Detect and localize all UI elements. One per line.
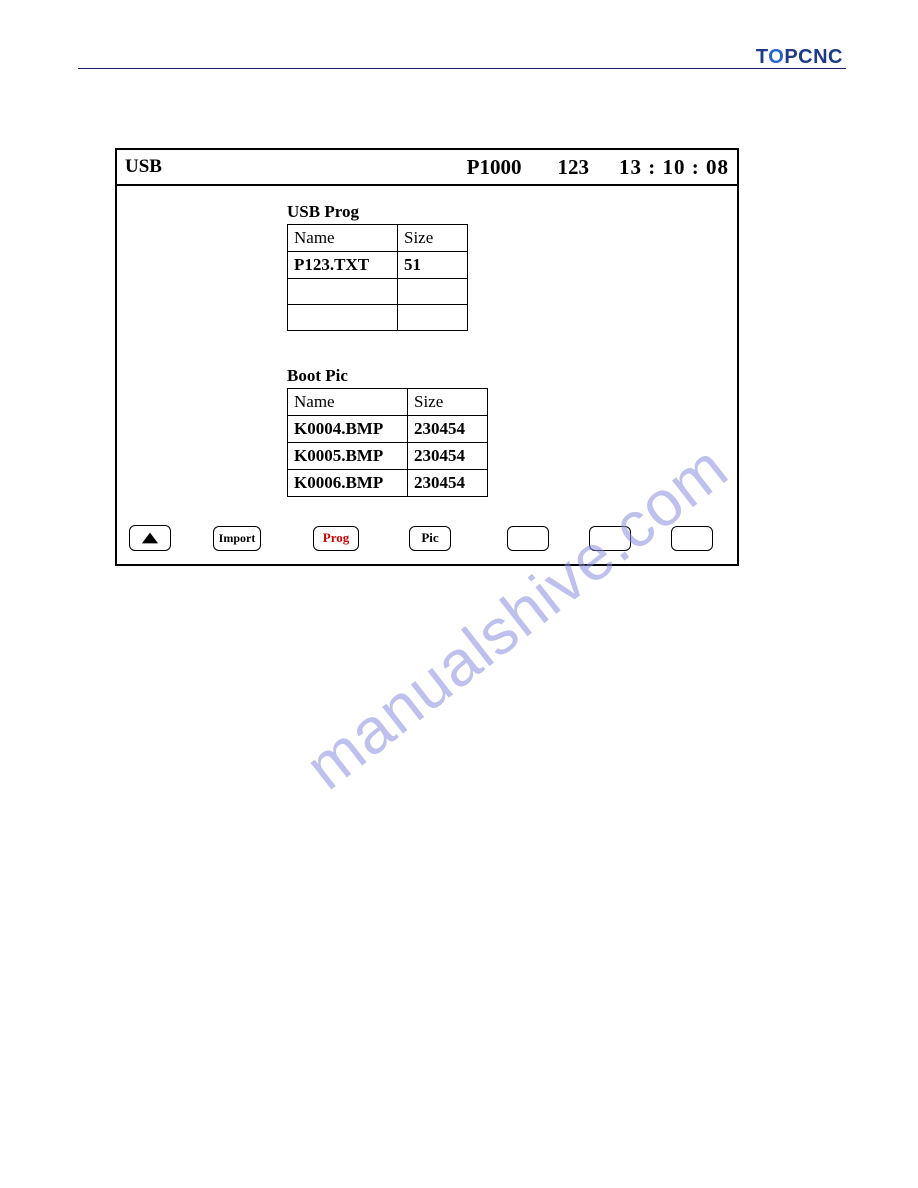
status-time: 13 : 10 : 08 [619,155,729,180]
brand-prefix: T [756,46,768,68]
pic-button[interactable]: Pic [409,526,451,551]
blank-button-2[interactable] [589,526,631,551]
soft-button-row: Import Prog Pic [117,512,737,564]
table-row[interactable] [288,279,468,305]
brand-logo: TOPCNC [756,46,843,69]
table-header-row: Name Size [288,389,488,416]
up-triangle-icon [141,531,159,545]
col-name-header: Name [288,225,398,252]
brand-globe: O [768,46,784,68]
header-rule [78,68,846,69]
cell-size: 230454 [408,416,488,443]
usb-prog-table: Name Size P123.TXT 51 [287,224,468,331]
col-name-header: Name [288,389,408,416]
cell-name: K0005.BMP [288,443,408,470]
status-program: P1000 [467,155,522,180]
usb-prog-title: USB Prog [287,202,359,222]
cell-size [398,305,468,331]
content-area: USB Prog Name Size P123.TXT 51 Boot Pic … [117,186,737,514]
cell-name: P123.TXT [288,252,398,279]
cell-name [288,305,398,331]
brand-suffix: PCNC [784,46,843,68]
col-size-header: Size [398,225,468,252]
table-row[interactable]: P123.TXT 51 [288,252,468,279]
cell-name [288,279,398,305]
boot-pic-title: Boot Pic [287,366,348,386]
cell-size: 230454 [408,470,488,497]
table-row[interactable] [288,305,468,331]
cell-name: K0006.BMP [288,470,408,497]
import-button[interactable]: Import [213,526,261,551]
status-number: 123 [558,155,590,180]
prog-button[interactable]: Prog [313,526,359,551]
table-header-row: Name Size [288,225,468,252]
status-bar: USB P1000 123 13 : 10 : 08 [117,150,737,186]
cell-name: K0004.BMP [288,416,408,443]
table-row[interactable]: K0004.BMP 230454 [288,416,488,443]
table-row[interactable]: K0006.BMP 230454 [288,470,488,497]
cell-size: 51 [398,252,468,279]
blank-button-3[interactable] [671,526,713,551]
blank-button-1[interactable] [507,526,549,551]
col-size-header: Size [408,389,488,416]
boot-pic-table: Name Size K0004.BMP 230454 K0005.BMP 230… [287,388,488,497]
up-button[interactable] [129,525,171,551]
cell-size: 230454 [408,443,488,470]
status-mode: USB [125,156,162,178]
cnc-screen: USB P1000 123 13 : 10 : 08 USB Prog Name… [115,148,739,566]
cell-size [398,279,468,305]
table-row[interactable]: K0005.BMP 230454 [288,443,488,470]
